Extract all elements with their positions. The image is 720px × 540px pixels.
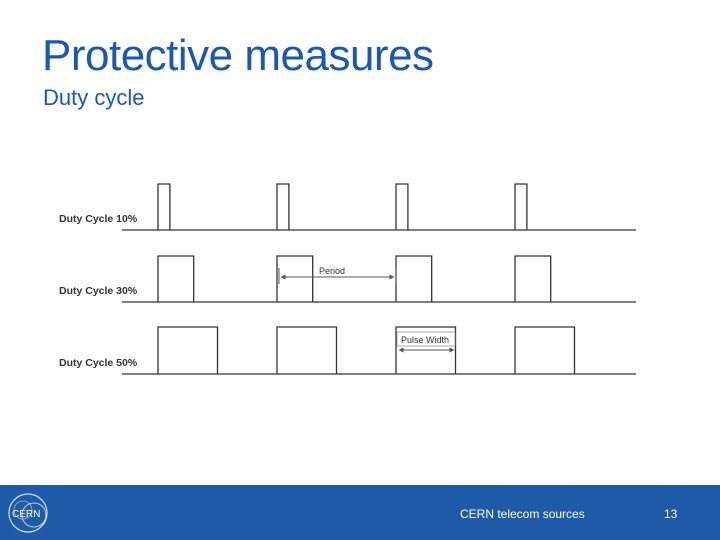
waveform-row: Duty Cycle 30% [59,255,636,303]
footer-source: CERN telecom sources [460,507,585,521]
duty-cycle-label: Duty Cycle 50% [59,357,138,369]
footer-bar: CERN CERN telecom sources 13 [0,485,720,540]
cern-logo: CERN [8,493,48,533]
pulse [395,326,457,374]
duty-cycle-label: Duty Cycle 10% [59,213,138,225]
waveform-row: Duty Cycle 50% [59,326,636,375]
pulse [395,255,433,302]
logo-text: CERN [12,509,40,520]
pulse [157,255,195,302]
period-annotation: Period [278,266,397,284]
slide-title: Protective measures [42,31,434,80]
pulse [514,326,576,374]
pulse-width-label: Pulse Width [401,335,449,345]
pulse [276,183,290,230]
duty-cycle-diagram: Duty Cycle 10% Duty Cycle 30% Duty Cycle 5… [59,183,636,375]
pulse [276,255,314,302]
pulse [395,183,409,230]
pulse [276,326,338,374]
slide-subtitle: Duty cycle [43,85,145,110]
period-label: Period [319,266,345,276]
pulse [514,183,528,230]
pulse-width-annotation: Pulse Width [396,331,456,353]
page-number: 13 [664,507,678,521]
pulse [157,326,219,374]
duty-cycle-label: Duty Cycle 30% [59,285,138,297]
pulse [157,183,171,230]
waveform-row: Duty Cycle 10% [59,183,636,231]
pulse [514,255,552,302]
